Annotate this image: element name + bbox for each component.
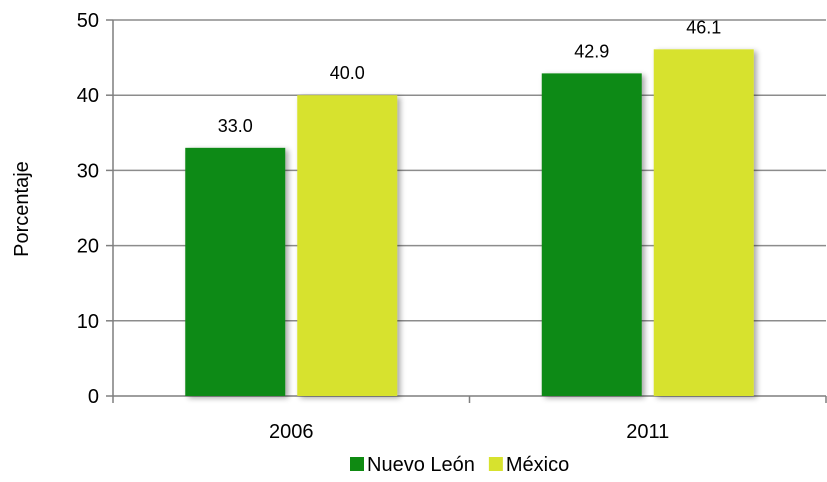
y-tick-label: 40: [77, 85, 99, 107]
y-tick-label: 50: [77, 10, 99, 32]
y-tick-label: 10: [77, 311, 99, 333]
bar: [185, 147, 286, 396]
data-labels: 33.0 40.0 42.9 46.1: [218, 17, 722, 136]
legend: Nuevo León México: [350, 454, 569, 476]
data-label: 42.9: [574, 41, 609, 61]
legend-label: Nuevo León: [367, 454, 475, 476]
bars: [185, 49, 754, 396]
y-tick-label: 20: [77, 236, 99, 258]
bar: [297, 95, 398, 396]
data-label: 40.0: [330, 63, 365, 83]
y-tick-label: 30: [77, 160, 99, 182]
data-label: 46.1: [686, 17, 721, 37]
x-tick-label: 2006: [269, 421, 314, 443]
y-axis-title: Porcentaje: [11, 161, 33, 257]
legend-swatch: [350, 457, 364, 471]
y-tick-label: 0: [88, 386, 99, 408]
x-tick-label: 2011: [626, 421, 669, 443]
legend-swatch: [488, 457, 503, 471]
legend-label: México: [506, 454, 569, 476]
bar: [541, 73, 642, 396]
bar: [653, 49, 754, 396]
data-label: 33.0: [218, 116, 253, 136]
